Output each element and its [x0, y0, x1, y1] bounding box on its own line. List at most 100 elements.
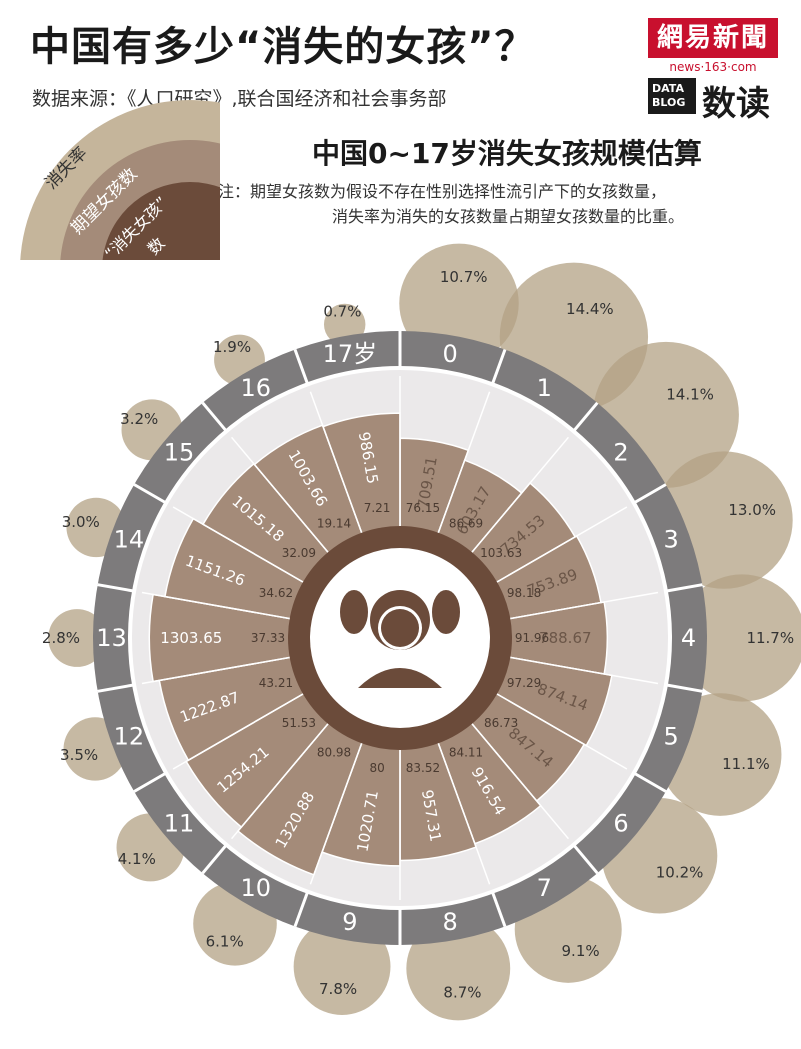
- missing-label: 37.33: [251, 631, 285, 645]
- ring-divider: [633, 771, 667, 793]
- spoke: [172, 506, 304, 583]
- spoke: [141, 591, 290, 620]
- legend-inner-ring: [102, 182, 220, 260]
- ring-divider: [293, 891, 310, 927]
- age-label: 2: [613, 439, 628, 467]
- rate-label: 11.7%: [746, 629, 794, 647]
- rate-label: 13.0%: [728, 501, 776, 519]
- age-label: 7: [537, 874, 552, 902]
- missing-label: 7.21: [364, 501, 391, 515]
- age-label: 5: [663, 723, 678, 751]
- age-label: 1: [537, 374, 552, 402]
- rate-label: 10.7%: [440, 268, 488, 286]
- spoke: [471, 436, 569, 553]
- rate-label: 14.1%: [666, 386, 714, 404]
- spoke: [437, 742, 491, 885]
- ring-divider: [572, 843, 599, 875]
- missing-label: 43.21: [259, 676, 293, 690]
- age-label: 10: [240, 874, 271, 902]
- missing-label: 103.63: [480, 546, 522, 560]
- age-label: 9: [342, 908, 357, 936]
- rate-labels: 10.7%14.4%14.1%13.0%11.7%11.1%10.2%9.1%8…: [42, 268, 794, 1001]
- age-label: 14: [114, 525, 145, 553]
- missing-label: 51.53: [282, 716, 316, 730]
- ring-divider: [633, 483, 667, 505]
- ring-divider: [97, 683, 135, 693]
- missing-label: 80.98: [317, 745, 351, 759]
- girl-body: [358, 668, 442, 688]
- rate-label: 3.2%: [120, 410, 158, 428]
- spoke: [309, 391, 363, 534]
- rate-label: 3.0%: [62, 513, 100, 531]
- rate-bubble: [48, 609, 107, 667]
- age-label: 11: [164, 809, 195, 837]
- ring-divider: [97, 583, 135, 593]
- spoke: [496, 693, 628, 770]
- chart-title: 中国0~17岁消失女孩规模估算: [312, 137, 702, 170]
- age-label: 17岁: [323, 340, 378, 368]
- missing-label: 84.11: [449, 745, 483, 759]
- missing-label: 32.09: [282, 546, 316, 560]
- girl-face-shade: [381, 609, 419, 647]
- ring-divider: [293, 349, 310, 385]
- spoke: [172, 693, 304, 770]
- missing-label: 86.73: [484, 716, 518, 730]
- age-label: 16: [240, 374, 271, 402]
- expected-label: 1303.65: [160, 629, 222, 647]
- ring-divider: [665, 683, 703, 693]
- rate-label: 14.4%: [566, 300, 614, 318]
- ring-divider: [201, 401, 228, 433]
- age-label: 8: [442, 908, 457, 936]
- age-label: 4: [681, 624, 696, 652]
- missing-label: 91.96: [515, 631, 549, 645]
- age-label: 13: [96, 624, 127, 652]
- expected-label: 788.67: [539, 629, 592, 647]
- legend: 消失率 期望女孩数 “消失女孩” 数: [20, 100, 220, 260]
- netease-url: news·163·com: [669, 60, 757, 74]
- age-label: 15: [164, 439, 195, 467]
- ring-divider: [490, 349, 507, 385]
- age-label: 3: [663, 525, 678, 553]
- ring-divider: [572, 401, 599, 433]
- rate-label: 4.1%: [118, 850, 156, 868]
- rate-label: 1.9%: [213, 338, 251, 356]
- datablog-logo: DATA BLOG: [648, 78, 696, 114]
- rate-label: 3.5%: [60, 746, 98, 764]
- data-source: 数据来源：《人口研究》,联合国经济和社会事务部: [32, 88, 447, 110]
- rate-label: 6.1%: [206, 933, 244, 951]
- missing-label: 83.52: [406, 761, 440, 775]
- rate-label: 8.7%: [443, 983, 481, 1001]
- spoke: [231, 723, 329, 840]
- rate-bubble: [678, 574, 801, 702]
- girl-pigtail-left: [340, 590, 368, 634]
- missing-label: 76.15: [406, 501, 440, 515]
- ring-divider: [133, 483, 167, 505]
- ring-divider: [665, 583, 703, 593]
- spoke: [510, 591, 659, 620]
- girl-pigtail-right: [432, 590, 460, 634]
- netease-logo: 網易新聞: [648, 18, 778, 58]
- rate-label: 9.1%: [562, 942, 600, 960]
- ring-divider: [490, 891, 507, 927]
- missing-label: 98.18: [507, 586, 541, 600]
- missing-label: 34.62: [259, 586, 293, 600]
- rate-label: 2.8%: [42, 629, 80, 647]
- age-label: 6: [613, 809, 628, 837]
- spoke: [510, 656, 659, 685]
- spoke: [141, 656, 290, 685]
- missing-label: 19.14: [317, 517, 351, 531]
- girl-icon: [340, 590, 460, 688]
- ring-divider: [133, 771, 167, 793]
- spoke: [496, 506, 628, 583]
- missing-labels: 76.15 86.69 103.63 98.18 91.96 97.29 86.73 84.1…: [251, 501, 549, 775]
- page-title: 中国有多少“消失的女孩”？: [30, 24, 536, 70]
- missing-label: 86.69: [449, 517, 483, 531]
- note-line-1: 注：期望女孩数为假设不存在性别选择性流引产下的女孩数量，: [218, 182, 667, 201]
- rate-label: 7.8%: [319, 980, 357, 998]
- age-label: 0: [442, 340, 457, 368]
- age-label: 12: [114, 723, 145, 751]
- rate-label: 0.7%: [323, 302, 361, 320]
- missing-label: 97.29: [507, 676, 541, 690]
